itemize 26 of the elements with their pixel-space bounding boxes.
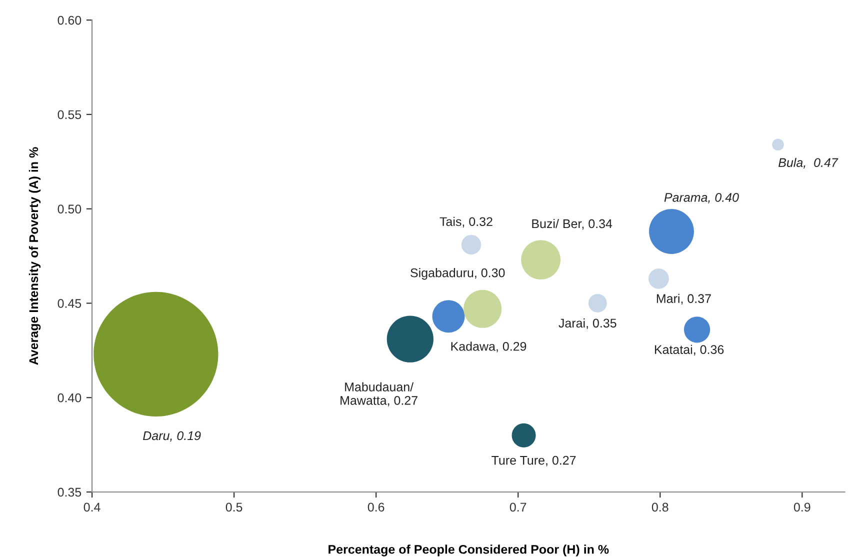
x-tick-label: 0.5 — [226, 502, 242, 512]
annotation: Jarai, 0.35 — [558, 318, 616, 330]
annotation: Daru, 0.19 — [143, 431, 201, 442]
annotation: Bula, 0.47 — [778, 158, 838, 168]
annotation: Kadawa, 0.29 — [451, 342, 526, 352]
annotation: Buzi/ Ber, 0.34 — [532, 218, 612, 230]
x-axis-title: Percentage of People Considered Poor (H) in % — [328, 544, 609, 556]
y-axis-title: Average Intensity of Poverty (A) in % — [28, 147, 41, 365]
annotation: Katatai, 0.36 — [654, 344, 724, 356]
x-tick-label: 0.8 — [652, 502, 668, 512]
annotation: Ture Ture, 0.27 — [492, 456, 576, 466]
y-tick-label: 0.35 — [58, 488, 82, 497]
y-tick-label: 0.40 — [58, 393, 82, 402]
y-tick-label: 0.55 — [58, 110, 82, 120]
annotation: Tais, 0.32 — [440, 216, 492, 228]
x-tick-label: 0.7 — [510, 502, 526, 512]
x-tick-label: 0.9 — [794, 502, 810, 512]
annotation: Sigabaduru, 0.30 — [410, 268, 505, 280]
y-tick-label: 0.45 — [58, 299, 82, 308]
y-tick-label: 0.60 — [58, 16, 82, 25]
annotation: Mabudauan/ Mawatta, 0.27 — [340, 382, 418, 406]
x-tick-label: 0.4 — [84, 502, 100, 512]
annotation: Mari, 0.37 — [656, 294, 711, 305]
annotation: Parama, 0.40 — [664, 192, 739, 204]
x-tick-label: 0.6 — [368, 502, 384, 512]
y-tick-label: 0.50 — [58, 204, 82, 214]
